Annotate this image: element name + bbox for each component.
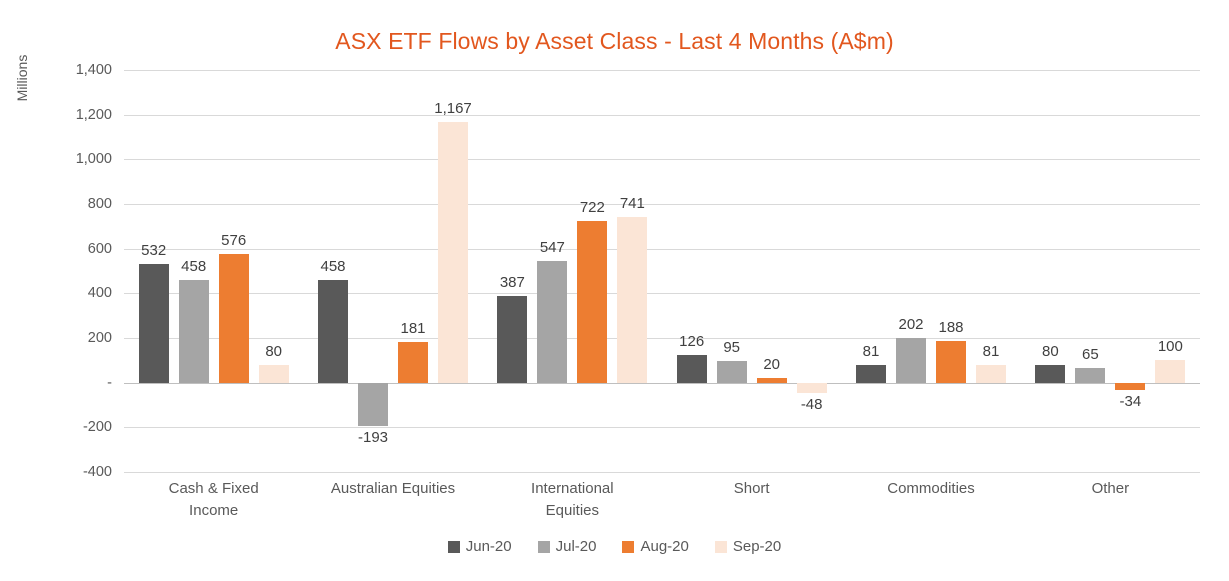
chart-legend: Jun-20 Jul-20 Aug-20 Sep-20	[0, 538, 1229, 555]
bar-value-label: -48	[800, 396, 823, 414]
legend-label: Aug-20	[640, 538, 689, 555]
x-axis-category-label: Commodities	[887, 480, 975, 497]
bar-value-label: -34	[1119, 393, 1142, 411]
x-axis-category-label: Cash & Fixed Income	[168, 480, 259, 519]
legend-label: Jul-20	[555, 538, 597, 555]
bar-value-label: 20	[763, 356, 780, 374]
bar[interactable]	[218, 254, 249, 383]
legend-item[interactable]: Aug-20	[622, 538, 689, 555]
bar-value-label: -193	[357, 428, 389, 446]
bar-value-label: 81	[862, 342, 880, 360]
legend-item[interactable]: Sep-20	[714, 538, 782, 555]
legend-label: Sep-20	[732, 538, 782, 555]
x-axis-category-label: Short	[733, 480, 770, 497]
bar[interactable]	[856, 364, 886, 383]
gridline	[124, 338, 1200, 339]
bar-value-label: 181	[400, 320, 426, 338]
bar-value-label: 126	[679, 332, 705, 350]
bar[interactable]	[398, 342, 428, 383]
bar-value-label: 458	[320, 258, 346, 276]
bar[interactable]	[1115, 382, 1146, 391]
y-axis-tick-label: -	[107, 374, 112, 391]
bar-value-label: 576	[221, 232, 247, 250]
bar-value-label: 100	[1157, 338, 1183, 356]
x-axis-category-label: Other	[1091, 480, 1130, 497]
bar[interactable]	[178, 280, 209, 383]
y-axis-tick-label: 1,000	[75, 151, 112, 168]
x-axis-category-labels: Cash & Fixed Income Australian Equities In…	[124, 478, 1200, 534]
bar[interactable]	[1035, 364, 1066, 383]
gridline	[124, 159, 1200, 161]
bar-value-label: 1,167	[434, 100, 472, 118]
bar-value-label: 387	[499, 274, 525, 292]
bar-value-label: 80	[1041, 342, 1059, 360]
legend-item[interactable]: Jun-20	[447, 538, 512, 555]
y-axis-tick-label: 800	[87, 196, 112, 212]
y-axis-tick-label: 1,400	[75, 62, 112, 78]
bar[interactable]	[438, 122, 468, 383]
legend-swatch-icon	[714, 540, 727, 553]
bar[interactable]	[756, 378, 787, 383]
gridline	[124, 70, 1200, 71]
gridline	[124, 114, 1200, 116]
bar[interactable]	[676, 354, 707, 383]
bar-value-label: 532	[141, 241, 167, 259]
y-axis-tick-label: 1,200	[75, 106, 112, 123]
bar[interactable]	[896, 337, 926, 383]
x-axis-category-label: Australian Equities	[330, 480, 456, 497]
y-axis-tick-label: -200	[82, 419, 112, 436]
gridline	[124, 293, 1200, 295]
bar-value-label: 741	[619, 195, 645, 213]
bar-value-label: 188	[938, 318, 964, 336]
y-axis-tick-labels: 1,400 1,200 1,000 800 600 400 200 - -200 -400	[0, 62, 112, 480]
bar-value-label: 65	[1081, 346, 1099, 364]
bar[interactable]	[318, 280, 348, 383]
gridline	[124, 472, 1200, 473]
bar[interactable]	[1075, 368, 1106, 383]
bar-value-label: 722	[579, 199, 605, 217]
bar[interactable]	[936, 340, 966, 383]
bar[interactable]	[577, 221, 608, 383]
bar[interactable]	[358, 382, 388, 426]
bar[interactable]	[537, 260, 568, 383]
bar-value-label: 547	[539, 238, 565, 256]
y-axis-tick-label: 400	[87, 285, 112, 302]
legend-item[interactable]: Jul-20	[537, 538, 597, 555]
bar-value-label: 458	[181, 258, 207, 276]
bar[interactable]	[1155, 360, 1186, 383]
bar-value-label: 80	[265, 342, 282, 360]
gridline	[124, 248, 1200, 250]
chart-title: ASX ETF Flows by Asset Class - Last 4 Mo…	[335, 28, 894, 54]
bar[interactable]	[258, 364, 289, 383]
bar-value-label: 202	[898, 315, 924, 333]
legend-swatch-icon	[622, 540, 635, 553]
zero-axis-line	[124, 382, 1200, 384]
bar[interactable]	[716, 361, 747, 383]
y-axis-tick-label: -400	[82, 464, 112, 480]
bar-value-label: 81	[982, 342, 1000, 360]
legend-label: Jun-20	[465, 538, 512, 555]
bar[interactable]	[617, 217, 648, 383]
x-axis-category-label: International Equities	[531, 480, 614, 519]
bar[interactable]	[138, 263, 169, 383]
bar[interactable]	[497, 296, 528, 383]
legend-swatch-icon	[447, 540, 460, 553]
bar[interactable]	[796, 382, 827, 394]
bar[interactable]	[976, 364, 1006, 383]
y-axis-tick-label: 200	[87, 330, 112, 346]
bar-value-label: 95	[723, 339, 740, 357]
plot-area: 532 458 576 80 458 -193 181 1,167 387 547 722 741 12…	[124, 70, 1200, 473]
gridline	[124, 204, 1200, 205]
legend-swatch-icon	[537, 540, 550, 553]
y-axis-tick-label: 600	[87, 240, 112, 257]
gridline	[124, 427, 1200, 429]
